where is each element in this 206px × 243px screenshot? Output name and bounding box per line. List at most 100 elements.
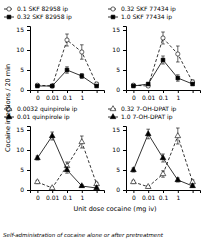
- legend-label: 0.32 7-OH-DPAT ip: [121, 105, 177, 113]
- x-axis-title: Unit dose cocaine (mg iv): [73, 205, 156, 213]
- x-tick-label: 0.01: [142, 94, 156, 101]
- y-tick-label: 5: [20, 66, 24, 73]
- series: [131, 129, 196, 187]
- x-tick: 1: [176, 190, 180, 201]
- y-tick-label: 10: [16, 46, 24, 53]
- x-tick-mark: [178, 190, 179, 193]
- legend-entry: 0.32 SKF 77434 ip: [108, 5, 176, 13]
- legend-label: 0.32 SKF 77434 ip: [121, 5, 176, 13]
- error-bar: [191, 83, 195, 85]
- y-tick: 5: [20, 66, 30, 73]
- panel: 05101500.010.11: [16, 126, 104, 201]
- x-tick-mark: [163, 90, 164, 93]
- y-axis-title: Cocaine injections / 20 min: [4, 64, 12, 152]
- x-axis-line: [31, 91, 105, 94]
- x-tick-label: 0.1: [63, 94, 73, 101]
- legend-entry: 0.1 SKF 82958 ip: [4, 5, 68, 13]
- x-tick-mark: [193, 90, 194, 93]
- marker: [65, 68, 69, 72]
- x-tick-label: 0.01: [46, 94, 60, 101]
- y-axis: 051015: [112, 126, 126, 193]
- y-tick-label: 0: [116, 186, 120, 193]
- x-tick-mark: [37, 190, 38, 193]
- marker: [191, 82, 195, 86]
- y-tick: 15: [16, 126, 30, 133]
- x-tick-mark: [163, 190, 164, 193]
- error-bar: [161, 32, 165, 44]
- x-tick-mark: [97, 190, 98, 193]
- x-tick-label: 0.1: [63, 194, 73, 201]
- legend-entry: 0.32 7-OH-DPAT ip: [108, 105, 177, 113]
- marker: [35, 83, 39, 87]
- y-tick: 0: [20, 186, 30, 193]
- marker: [94, 185, 100, 190]
- y-tick: 10: [16, 46, 30, 53]
- marker: [79, 139, 85, 144]
- x-tick: 0: [132, 190, 136, 201]
- x-tick: [193, 90, 194, 93]
- y-tick-mark: [27, 50, 30, 51]
- y-tick: 15: [112, 26, 126, 33]
- x-axis: 00.010.11: [127, 90, 201, 101]
- legend-symbol: [110, 114, 116, 119]
- y-tick-mark: [123, 150, 126, 151]
- y-tick-label: 10: [112, 46, 120, 53]
- y-axis: 051015: [16, 126, 30, 193]
- y-tick-label: 5: [20, 166, 24, 173]
- y-tick-mark: [27, 130, 30, 131]
- panel: 0 5 10 15 0 0.010.1 1: [16, 26, 104, 101]
- marker: [50, 84, 54, 88]
- plot-area: [35, 34, 98, 88]
- y-tick-mark: [123, 170, 126, 171]
- x-tick: 0.01: [46, 190, 60, 201]
- series: [35, 136, 100, 190]
- x-tick-mark: [133, 190, 134, 193]
- marker: [49, 185, 55, 190]
- x-tick: 1: [80, 90, 84, 101]
- x-tick-label: 0: [132, 94, 136, 101]
- x-tick-mark: [148, 190, 149, 193]
- x-axis-line: [127, 91, 201, 94]
- marker: [145, 184, 151, 189]
- x-tick-mark: [133, 90, 134, 93]
- y-tick-label: 5: [116, 166, 120, 173]
- y-tick: 0: [116, 186, 126, 193]
- marker: [131, 83, 135, 87]
- marker: [132, 84, 136, 88]
- x-tick-mark: [148, 90, 149, 93]
- marker: [160, 171, 166, 176]
- y-tick-label: 15: [16, 26, 24, 33]
- series: [132, 56, 195, 88]
- x-axis-line: [31, 191, 105, 194]
- x-tick-mark: [37, 90, 38, 93]
- marker: [49, 133, 55, 138]
- x-tick-mark: [82, 190, 83, 193]
- x-tick-mark: [193, 190, 194, 193]
- series-line: [133, 38, 192, 86]
- x-tick-mark: [52, 90, 53, 93]
- x-tick: 0: [36, 90, 40, 101]
- x-tick: [97, 190, 98, 193]
- footnote: Self-administration of cocaine alone or …: [3, 232, 164, 239]
- legend-label: 0.1 SKF 82958 ip: [17, 5, 68, 13]
- x-tick: 1: [80, 190, 84, 201]
- y-tick: 15: [16, 26, 30, 33]
- y-tick: 0: [20, 86, 30, 93]
- marker: [50, 84, 54, 88]
- panel: 05101500.010.11: [112, 26, 200, 101]
- x-tick-mark: [67, 190, 68, 193]
- x-tick: 0.1: [159, 190, 169, 201]
- y-axis: 0 5 10 15: [16, 26, 30, 93]
- y-tick-mark: [123, 130, 126, 131]
- y-tick-mark: [123, 50, 126, 51]
- legend-label: 0.01 quinpirole ip: [17, 113, 70, 121]
- y-tick-label: 5: [116, 66, 120, 73]
- y-tick: 10: [112, 46, 126, 53]
- y-tick: 5: [20, 166, 30, 173]
- marker: [176, 76, 180, 80]
- x-tick: 0: [36, 190, 40, 201]
- x-tick-mark: [178, 90, 179, 93]
- plot-area: [131, 32, 194, 88]
- x-tick-label: 0.01: [142, 194, 156, 201]
- y-tick: 10: [112, 146, 126, 153]
